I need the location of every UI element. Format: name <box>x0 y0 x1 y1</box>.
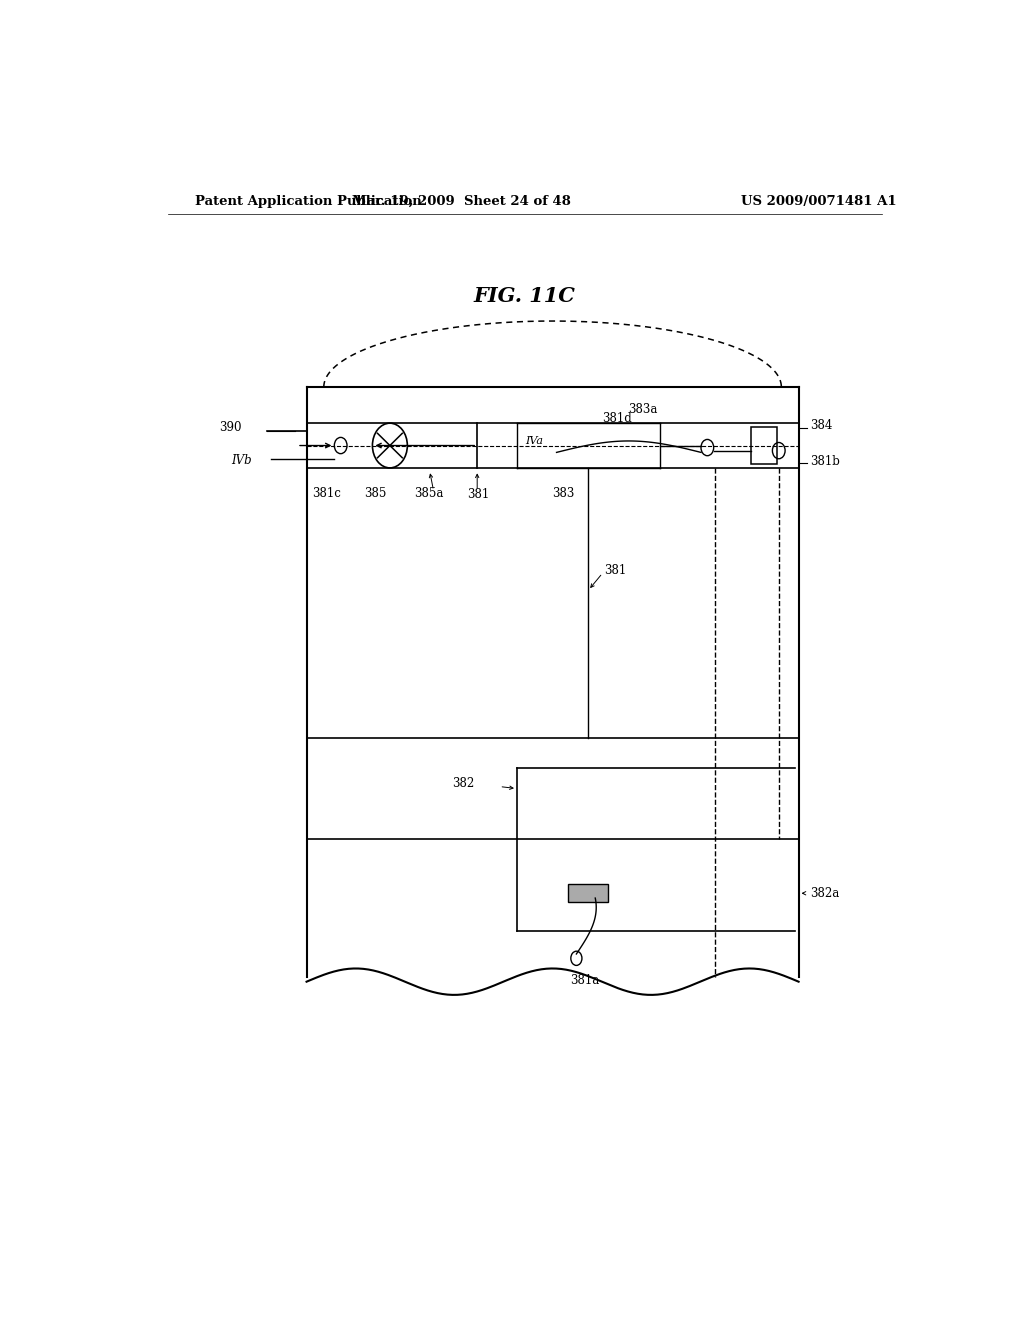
Text: 384: 384 <box>811 420 833 432</box>
Text: 385: 385 <box>365 487 387 500</box>
Text: 385a: 385a <box>414 487 443 500</box>
Text: 390: 390 <box>219 421 242 434</box>
Text: 382a: 382a <box>811 887 840 900</box>
Text: US 2009/0071481 A1: US 2009/0071481 A1 <box>740 194 896 207</box>
Text: 381: 381 <box>604 564 627 577</box>
Text: 382: 382 <box>452 777 474 789</box>
Text: IVa: IVa <box>524 437 543 446</box>
Text: 383a: 383a <box>628 403 657 416</box>
Text: 381: 381 <box>467 488 489 502</box>
Text: 381a: 381a <box>569 974 599 987</box>
Text: 381b: 381b <box>811 455 841 467</box>
Text: FIG. 11C: FIG. 11C <box>474 285 575 306</box>
Text: 381d: 381d <box>602 412 633 425</box>
Polygon shape <box>568 884 608 903</box>
Text: 383: 383 <box>553 487 574 500</box>
Text: Mar. 19, 2009  Sheet 24 of 48: Mar. 19, 2009 Sheet 24 of 48 <box>352 194 570 207</box>
Text: Patent Application Publication: Patent Application Publication <box>196 194 422 207</box>
Text: IVb: IVb <box>231 454 252 467</box>
Text: 381c: 381c <box>312 487 341 500</box>
